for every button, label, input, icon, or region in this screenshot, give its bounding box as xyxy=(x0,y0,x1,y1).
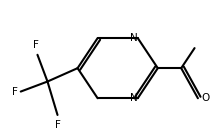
Text: N: N xyxy=(130,33,138,43)
Text: O: O xyxy=(201,93,210,103)
Text: F: F xyxy=(33,40,39,50)
Text: N: N xyxy=(130,93,138,103)
Text: F: F xyxy=(12,87,17,97)
Text: F: F xyxy=(55,120,60,130)
